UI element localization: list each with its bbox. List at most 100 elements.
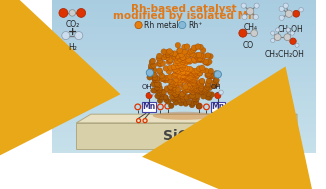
Circle shape bbox=[157, 68, 162, 73]
Circle shape bbox=[190, 71, 196, 77]
Circle shape bbox=[181, 73, 187, 79]
Bar bbox=[52, 150, 316, 153]
Circle shape bbox=[161, 76, 167, 82]
Circle shape bbox=[168, 57, 173, 63]
Circle shape bbox=[194, 96, 200, 102]
Circle shape bbox=[172, 87, 177, 92]
Circle shape bbox=[207, 95, 212, 101]
Circle shape bbox=[187, 70, 193, 76]
Circle shape bbox=[195, 57, 200, 62]
Circle shape bbox=[194, 72, 200, 78]
Circle shape bbox=[172, 95, 178, 101]
Circle shape bbox=[190, 100, 196, 106]
Bar bbox=[52, 30, 316, 33]
Circle shape bbox=[188, 78, 194, 83]
Circle shape bbox=[207, 85, 212, 91]
Circle shape bbox=[208, 53, 213, 59]
Circle shape bbox=[195, 93, 200, 99]
Circle shape bbox=[183, 75, 189, 80]
Circle shape bbox=[164, 75, 170, 81]
Circle shape bbox=[200, 65, 205, 71]
Circle shape bbox=[182, 78, 187, 83]
Circle shape bbox=[150, 58, 156, 64]
Circle shape bbox=[169, 103, 174, 109]
Circle shape bbox=[157, 61, 163, 66]
Circle shape bbox=[183, 95, 189, 100]
Circle shape bbox=[184, 44, 190, 50]
Circle shape bbox=[186, 84, 192, 90]
Bar bbox=[52, 118, 316, 120]
Circle shape bbox=[180, 74, 186, 79]
Bar bbox=[52, 114, 316, 116]
Circle shape bbox=[173, 91, 179, 97]
Circle shape bbox=[175, 54, 180, 59]
Bar bbox=[52, 72, 316, 74]
Bar bbox=[52, 55, 316, 57]
Text: Rh-based catalyst: Rh-based catalyst bbox=[131, 4, 237, 14]
Circle shape bbox=[191, 47, 196, 53]
Circle shape bbox=[179, 66, 185, 72]
Bar bbox=[52, 104, 316, 107]
Circle shape bbox=[175, 63, 181, 69]
Circle shape bbox=[180, 74, 186, 79]
Circle shape bbox=[183, 87, 188, 93]
Circle shape bbox=[165, 50, 170, 56]
Circle shape bbox=[203, 68, 209, 74]
Circle shape bbox=[161, 49, 167, 54]
Bar bbox=[52, 76, 316, 78]
Circle shape bbox=[193, 97, 199, 102]
Circle shape bbox=[166, 59, 171, 65]
Circle shape bbox=[206, 91, 211, 97]
Bar bbox=[52, 28, 316, 31]
Circle shape bbox=[200, 79, 205, 84]
Circle shape bbox=[146, 69, 154, 76]
Bar bbox=[52, 39, 316, 42]
Circle shape bbox=[181, 70, 186, 76]
Circle shape bbox=[159, 76, 165, 82]
Bar bbox=[52, 32, 316, 34]
Circle shape bbox=[192, 58, 198, 64]
Circle shape bbox=[195, 52, 201, 58]
Text: OH: OH bbox=[211, 84, 221, 90]
Polygon shape bbox=[76, 114, 297, 123]
Circle shape bbox=[199, 89, 205, 95]
Circle shape bbox=[189, 102, 195, 108]
Circle shape bbox=[135, 21, 142, 29]
Circle shape bbox=[179, 55, 185, 60]
Circle shape bbox=[188, 75, 193, 81]
Circle shape bbox=[168, 84, 173, 89]
Circle shape bbox=[198, 57, 204, 63]
Circle shape bbox=[196, 57, 202, 63]
Circle shape bbox=[149, 64, 155, 69]
Circle shape bbox=[183, 70, 188, 76]
Circle shape bbox=[209, 92, 215, 97]
Circle shape bbox=[170, 51, 175, 57]
Circle shape bbox=[191, 74, 196, 80]
Circle shape bbox=[299, 7, 304, 12]
Circle shape bbox=[182, 49, 187, 54]
Circle shape bbox=[178, 100, 184, 106]
Circle shape bbox=[194, 53, 199, 59]
Circle shape bbox=[171, 64, 177, 70]
Circle shape bbox=[154, 77, 160, 82]
Circle shape bbox=[185, 69, 191, 74]
Circle shape bbox=[253, 14, 259, 20]
Bar bbox=[52, 83, 316, 86]
Circle shape bbox=[165, 99, 171, 104]
Circle shape bbox=[69, 10, 76, 16]
Circle shape bbox=[158, 61, 164, 67]
Circle shape bbox=[214, 77, 219, 83]
Circle shape bbox=[157, 87, 162, 93]
Circle shape bbox=[195, 82, 200, 88]
Circle shape bbox=[208, 68, 214, 74]
Circle shape bbox=[213, 71, 219, 76]
Circle shape bbox=[174, 82, 179, 88]
Circle shape bbox=[284, 34, 291, 41]
Circle shape bbox=[189, 72, 195, 77]
Text: Rh⁺: Rh⁺ bbox=[188, 21, 202, 29]
Circle shape bbox=[196, 103, 202, 109]
Circle shape bbox=[171, 54, 177, 59]
Circle shape bbox=[194, 68, 200, 74]
Circle shape bbox=[242, 14, 247, 20]
Circle shape bbox=[173, 100, 179, 105]
